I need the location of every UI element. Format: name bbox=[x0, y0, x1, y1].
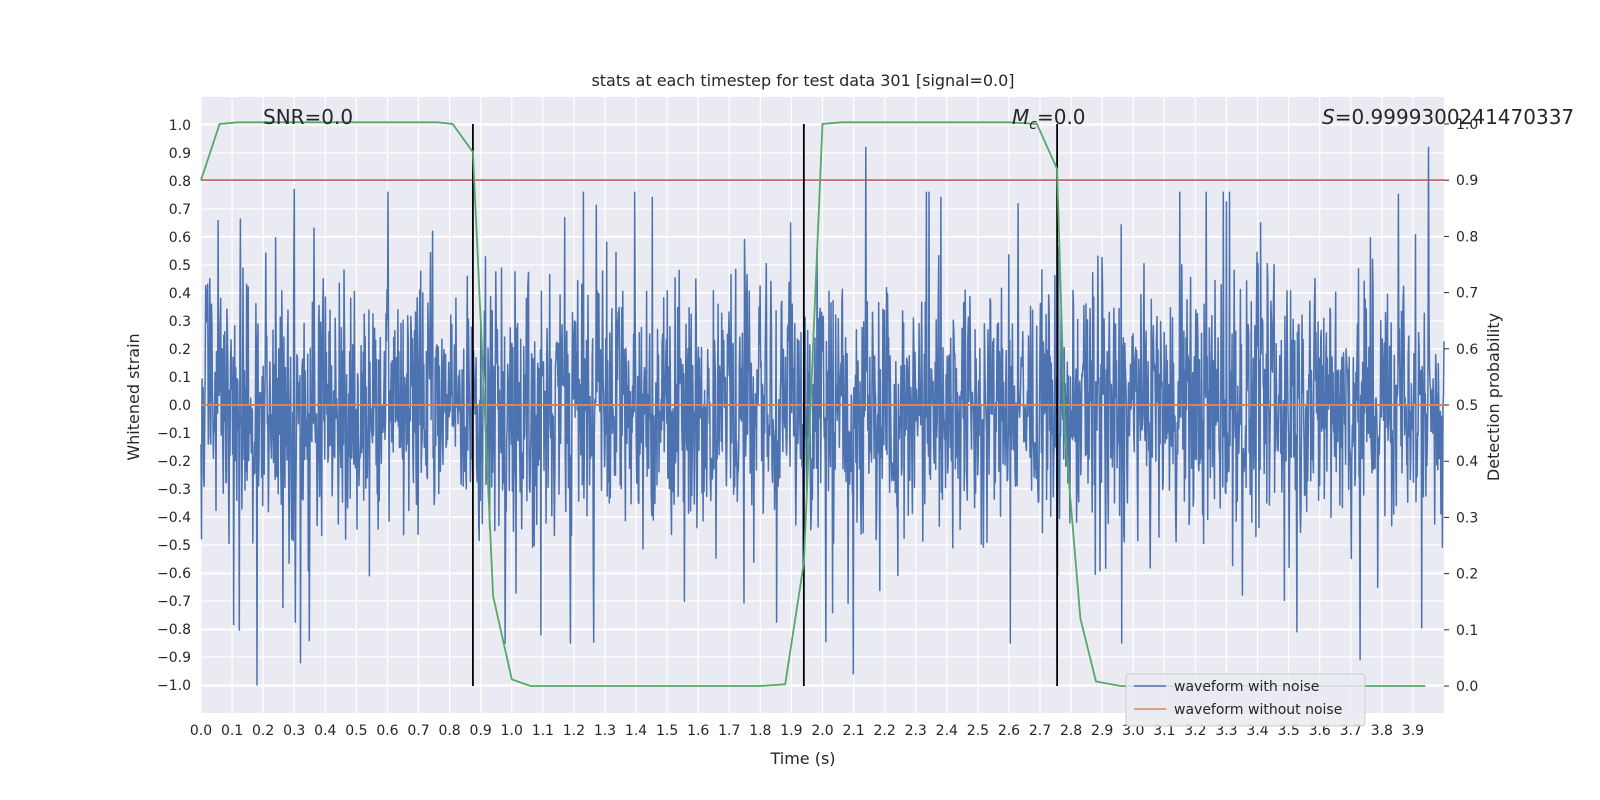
x-tick-label: 0.7 bbox=[407, 723, 429, 739]
x-tick-label: 1.4 bbox=[625, 723, 647, 739]
y2-tick-label: 0.4 bbox=[1456, 454, 1478, 470]
x-tick-label: 1.9 bbox=[780, 723, 802, 739]
y-tick-label: 0.6 bbox=[169, 230, 191, 246]
y-tick-label: 0.8 bbox=[169, 174, 191, 190]
y-tick-label: 0.4 bbox=[169, 286, 191, 302]
y-tick-label: 0.9 bbox=[169, 146, 191, 162]
detection-probability-line bbox=[200, 121, 1426, 687]
x-tick-label: 0.8 bbox=[438, 723, 460, 739]
x-tick-label: 3.3 bbox=[1215, 723, 1237, 739]
y-tick-label: −0.7 bbox=[157, 594, 191, 610]
x-tick-label: 2.2 bbox=[874, 723, 896, 739]
y-tick-label: −0.5 bbox=[157, 538, 191, 554]
y-tick-label: −0.9 bbox=[157, 650, 191, 666]
x-tick-label: 1.2 bbox=[563, 723, 585, 739]
y-tick-label: −0.3 bbox=[157, 482, 191, 498]
y2-tick-label: 0.7 bbox=[1456, 286, 1478, 302]
mc-value: =0.0 bbox=[1037, 105, 1086, 129]
legend-label-noise: waveform with noise bbox=[1174, 679, 1319, 695]
x-tick-label: 0.4 bbox=[314, 723, 336, 739]
y-tick-label: −0.2 bbox=[157, 454, 191, 470]
x-tick-label: 2.5 bbox=[967, 723, 989, 739]
x-tick-label: 2.4 bbox=[936, 723, 958, 739]
x-tick-label: 1.0 bbox=[501, 723, 523, 739]
x-tick-label: 2.9 bbox=[1091, 723, 1113, 739]
x-tick-label: 0.3 bbox=[283, 723, 305, 739]
x-tick-label: 3.2 bbox=[1184, 723, 1206, 739]
x-tick-label: 3.4 bbox=[1246, 723, 1268, 739]
y-axis-label: Whitened strain bbox=[124, 333, 143, 460]
y2-axis-ticks: 1.0 0.9 0.8 0.7 0.6 0.5 0.4 0.3 0.2 0.1 0.0 bbox=[1444, 117, 1478, 695]
y-tick-label: 1.0 bbox=[169, 118, 191, 134]
x-tick-label: 1.6 bbox=[687, 723, 709, 739]
legend-box bbox=[1125, 673, 1366, 727]
y-tick-label: −0.6 bbox=[157, 566, 191, 582]
y-tick-label: −0.8 bbox=[157, 622, 191, 638]
x-axis-label: Time (s) bbox=[769, 749, 835, 768]
legend-label-clean: waveform without noise bbox=[1174, 702, 1342, 718]
mc-symbol: M bbox=[1012, 105, 1029, 129]
x-tick-label: 0.0 bbox=[190, 723, 212, 739]
x-tick-label: 3.1 bbox=[1153, 723, 1175, 739]
x-tick-label: 2.1 bbox=[842, 723, 864, 739]
x-tick-label: 0.9 bbox=[470, 723, 492, 739]
y2-tick-label: 0.2 bbox=[1456, 567, 1478, 583]
noise-waveform-line bbox=[200, 146, 1445, 686]
x-tick-label: 3.9 bbox=[1402, 723, 1424, 739]
snr-annotation: SNR=0.0 bbox=[263, 105, 353, 129]
chart-title: stats at each timestep for test data 301… bbox=[591, 71, 1014, 90]
x-tick-label: 1.7 bbox=[718, 723, 740, 739]
x-tick-label: 3.5 bbox=[1277, 723, 1299, 739]
boundary-lines bbox=[472, 123, 1059, 687]
y2-tick-label: 0.1 bbox=[1456, 623, 1478, 639]
s-value: =0.9999300241470337 bbox=[1335, 105, 1574, 129]
x-tick-label: 2.6 bbox=[998, 723, 1020, 739]
y2-tick-label: 1.0 bbox=[1456, 117, 1478, 133]
y2-tick-label: 0.0 bbox=[1456, 679, 1478, 695]
x-tick-label: 3.7 bbox=[1340, 723, 1362, 739]
x-tick-label: 0.6 bbox=[376, 723, 398, 739]
legend: waveform with noise waveform without noi… bbox=[1125, 673, 1366, 727]
noise-series bbox=[200, 146, 1445, 686]
y2-tick-label: 0.5 bbox=[1456, 398, 1478, 414]
x-tick-label: 1.3 bbox=[594, 723, 616, 739]
mc-subscript: c bbox=[1029, 117, 1037, 133]
x-tick-label: 3.0 bbox=[1122, 723, 1144, 739]
x-tick-label: 0.2 bbox=[252, 723, 274, 739]
x-tick-label: 1.8 bbox=[749, 723, 771, 739]
mc-annotation: Mc=0.0 bbox=[1012, 105, 1086, 133]
x-axis-ticks: 0.0 0.1 0.2 0.3 0.4 0.5 0.6 0.7 0.8 0.9 1.0 1.1 1.2 1… bbox=[190, 723, 1424, 739]
y-tick-label: 0.1 bbox=[169, 370, 191, 386]
x-tick-label: 3.8 bbox=[1371, 723, 1393, 739]
x-tick-label: 2.0 bbox=[811, 723, 833, 739]
x-tick-label: 0.5 bbox=[345, 723, 367, 739]
y-tick-label: 0.3 bbox=[169, 314, 191, 330]
y2-tick-label: 0.6 bbox=[1456, 342, 1478, 358]
x-tick-label: 2.3 bbox=[905, 723, 927, 739]
s-symbol: S bbox=[1322, 105, 1335, 129]
x-tick-label: 2.8 bbox=[1060, 723, 1082, 739]
y-tick-label: −0.4 bbox=[157, 510, 191, 526]
y2-tick-label: 0.3 bbox=[1456, 510, 1478, 526]
x-tick-label: 1.5 bbox=[656, 723, 678, 739]
x-tick-label: 3.6 bbox=[1309, 723, 1331, 739]
y-tick-label: −1.0 bbox=[157, 678, 191, 694]
x-tick-label: 2.7 bbox=[1029, 723, 1051, 739]
x-tick-label: 1.1 bbox=[532, 723, 554, 739]
y2-axis-label: Detection probability bbox=[1484, 313, 1503, 481]
y-tick-label: 0.2 bbox=[169, 342, 191, 358]
y-tick-label: −0.1 bbox=[157, 426, 191, 442]
y-tick-label: 0.5 bbox=[169, 258, 191, 274]
y-tick-label: 0.0 bbox=[169, 398, 191, 414]
y-tick-label: 0.7 bbox=[169, 202, 191, 218]
y2-tick-label: 0.9 bbox=[1456, 173, 1478, 189]
y2-tick-label: 0.8 bbox=[1456, 229, 1478, 245]
y-axis-ticks: 1.0 0.9 0.8 0.7 0.6 0.5 0.4 0.3 0.2 0.1 0.0 −0.1 −0.… bbox=[157, 118, 191, 694]
s-annotation: S=0.9999300241470337 bbox=[1322, 105, 1574, 129]
x-tick-label: 0.1 bbox=[221, 723, 243, 739]
